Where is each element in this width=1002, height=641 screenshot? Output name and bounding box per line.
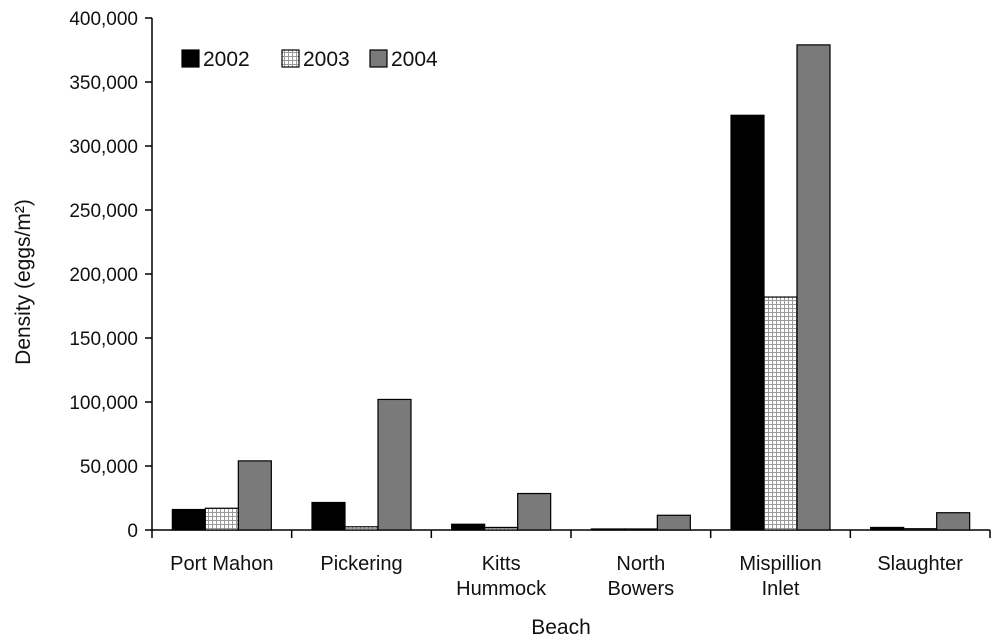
bar-2004-0: [237, 460, 272, 531]
x-ticks: Port Mahon Pickering Kitts Hummock North Bowe…: [151, 530, 991, 600]
legend-label-2003: 2003: [303, 48, 350, 71]
bar-2002-0: [171, 508, 206, 531]
legend-swatch-2002: [181, 49, 200, 68]
y-tick-label: 100,000: [69, 393, 138, 414]
bar-2003-5: [903, 528, 938, 531]
bar-2003-2: [484, 526, 519, 531]
legend-swatch-2004: [369, 49, 388, 68]
x-tick-label: Mispillion Inlet: [739, 553, 821, 600]
x-tick-label: Port Mahon: [170, 553, 273, 575]
bar-2004-2: [517, 492, 552, 531]
x-tick-label: Slaughter: [877, 553, 963, 575]
x-tick-label: Pickering: [320, 553, 402, 575]
y-tick-label: 200,000: [69, 265, 138, 286]
bar-2003-0: [204, 507, 239, 531]
legend: 2002 2003 2004: [181, 48, 438, 71]
legend-label-2004: 2004: [391, 48, 438, 71]
bar-2004-4: [796, 44, 831, 531]
y-tick-label: 0: [127, 521, 138, 542]
x-tick-label: North Bowers: [607, 553, 674, 600]
y-tick-label: 350,000: [69, 73, 138, 94]
bar-2004-5: [936, 512, 971, 531]
y-ticks: 0 50,000 100,000 150,000 200,000 250,000 300,0…: [69, 9, 152, 542]
bar-2002-3: [590, 528, 625, 531]
bar-2002-1: [311, 501, 346, 531]
bar-2002-5: [870, 526, 905, 531]
legend-label-2002: 2002: [203, 48, 250, 71]
y-axis-title: Density (eggs/m²): [12, 199, 35, 365]
bar-2004-1: [377, 398, 412, 531]
y-tick-label: 50,000: [80, 457, 138, 478]
y-axis-title-text: Density (eggs/m²): [12, 199, 35, 365]
bars: [171, 44, 971, 531]
bar-2003-1: [344, 526, 379, 531]
x-axis-title: Beach: [531, 616, 591, 639]
y-tick-label: 400,000: [69, 9, 138, 30]
bar-2004-3: [656, 514, 691, 531]
x-tick-label: Kitts Hummock: [456, 553, 547, 600]
legend-swatch-2003: [281, 49, 300, 68]
bar-2002-2: [451, 523, 486, 531]
y-tick-label: 150,000: [69, 329, 138, 350]
bar-2003-4: [763, 296, 798, 531]
bar-2002-4: [730, 114, 765, 531]
axes: [151, 18, 990, 531]
x-axis-title-text: Beach: [531, 616, 591, 639]
y-tick-label: 250,000: [69, 201, 138, 222]
bar-2003-3: [623, 528, 658, 531]
y-tick-label: 300,000: [69, 137, 138, 158]
